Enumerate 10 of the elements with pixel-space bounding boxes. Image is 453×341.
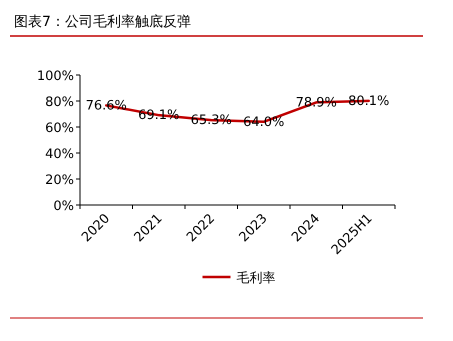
data-label: 76.6% [86, 98, 127, 114]
y-tick-label: 20% [45, 173, 74, 188]
y-tick-label: 40% [45, 147, 74, 162]
y-tick-label: 80% [45, 95, 74, 110]
y-tick-label: 60% [45, 121, 74, 136]
data-label: 80.1% [348, 94, 390, 109]
chart-title: 图表7：公司毛利率触底反弹 [14, 14, 191, 30]
y-tick-label: 100% [36, 69, 74, 84]
legend-label: 毛利率 [236, 270, 276, 286]
y-tick-label: 0% [53, 199, 74, 214]
